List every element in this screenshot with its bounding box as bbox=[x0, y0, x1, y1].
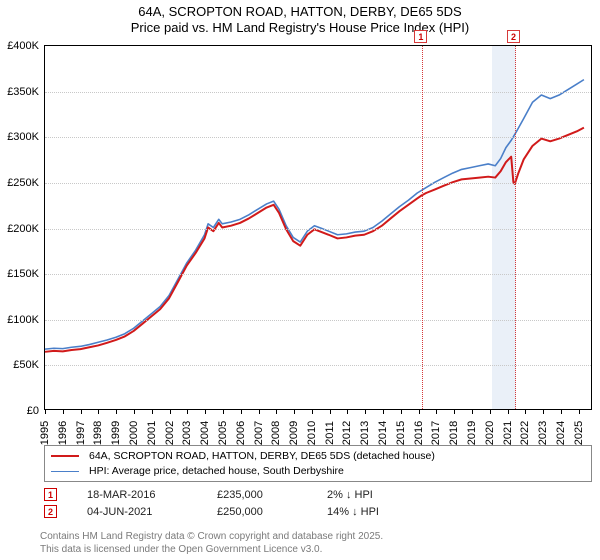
y-tick-label: £200K bbox=[7, 223, 39, 235]
y-tick-label: £250K bbox=[7, 177, 39, 189]
title-line-1: 64A, SCROPTON ROAD, HATTON, DERBY, DE65 … bbox=[0, 4, 600, 20]
x-tick-label: 2008 bbox=[270, 421, 282, 445]
x-tick-label: 2005 bbox=[217, 421, 229, 445]
series-price_paid bbox=[45, 128, 584, 352]
x-tick-label: 2017 bbox=[430, 421, 442, 445]
x-tick-label: 2024 bbox=[555, 421, 567, 445]
legend-label: 64A, SCROPTON ROAD, HATTON, DERBY, DE65 … bbox=[89, 449, 435, 464]
sale-price: £235,000 bbox=[217, 489, 297, 501]
x-tick-label: 2022 bbox=[519, 421, 531, 445]
x-tick-label: 2007 bbox=[253, 421, 265, 445]
x-tick-label: 2001 bbox=[146, 421, 158, 445]
marker-line bbox=[422, 46, 423, 409]
sale-diff: 2% ↓ HPI bbox=[327, 489, 373, 501]
x-tick-label: 2002 bbox=[164, 421, 176, 445]
x-tick-label: 2006 bbox=[235, 421, 247, 445]
series-svg bbox=[45, 46, 591, 409]
x-tick-label: 2021 bbox=[502, 421, 514, 445]
sale-marker-badge: 1 bbox=[44, 488, 57, 501]
sale-price: £250,000 bbox=[217, 506, 297, 518]
x-tick-label: 2012 bbox=[341, 421, 353, 445]
legend: 64A, SCROPTON ROAD, HATTON, DERBY, DE65 … bbox=[44, 445, 592, 482]
sale-row: 1 18-MAR-2016 £235,000 2% ↓ HPI bbox=[44, 488, 592, 501]
plot-area: £0£50K£100K£150K£200K£250K£300K£350K£400… bbox=[44, 45, 592, 410]
sale-marker-badge: 2 bbox=[44, 505, 57, 518]
x-tick-label: 2018 bbox=[448, 421, 460, 445]
x-tick-label: 2004 bbox=[199, 421, 211, 445]
x-tick-label: 1998 bbox=[92, 421, 104, 445]
y-tick-label: £0 bbox=[27, 405, 39, 417]
x-tick-label: 2025 bbox=[573, 421, 585, 445]
legend-label: HPI: Average price, detached house, Sout… bbox=[89, 464, 344, 479]
sale-date: 18-MAR-2016 bbox=[87, 489, 187, 501]
attribution-line-1: Contains HM Land Registry data © Crown c… bbox=[40, 531, 592, 544]
sales-table: 1 18-MAR-2016 £235,000 2% ↓ HPI 2 04-JUN-2021… bbox=[44, 488, 592, 522]
chart-container: 64A, SCROPTON ROAD, HATTON, DERBY, DE65 … bbox=[0, 0, 600, 560]
x-tick-label: 2003 bbox=[181, 421, 193, 445]
attribution-line-2: This data is licensed under the Open Gov… bbox=[40, 544, 592, 557]
y-tick-label: £100K bbox=[7, 314, 39, 326]
y-tick-label: £150K bbox=[7, 268, 39, 280]
legend-swatch bbox=[51, 471, 79, 472]
legend-item: 64A, SCROPTON ROAD, HATTON, DERBY, DE65 … bbox=[51, 449, 585, 464]
x-tick-label: 1995 bbox=[39, 421, 51, 445]
x-tick-label: 2011 bbox=[324, 421, 336, 445]
x-tick-label: 2019 bbox=[466, 421, 478, 445]
x-tick-label: 1999 bbox=[110, 421, 122, 445]
x-tick-label: 2009 bbox=[288, 421, 300, 445]
x-tick-label: 2010 bbox=[306, 421, 318, 445]
x-tick-label: 2013 bbox=[359, 421, 371, 445]
x-tick-label: 2023 bbox=[537, 421, 549, 445]
x-tick-label: 2015 bbox=[395, 421, 407, 445]
x-tick-label: 2020 bbox=[484, 421, 496, 445]
legend-swatch bbox=[51, 455, 79, 457]
x-tick-label: 2014 bbox=[377, 421, 389, 445]
marker-badge: 1 bbox=[414, 30, 427, 43]
attribution: Contains HM Land Registry data © Crown c… bbox=[40, 531, 592, 556]
x-tick-label: 1997 bbox=[75, 421, 87, 445]
y-tick-label: £50K bbox=[13, 359, 39, 371]
y-tick-label: £400K bbox=[7, 40, 39, 52]
x-tick-label: 1996 bbox=[57, 421, 69, 445]
series-hpi bbox=[45, 80, 584, 350]
sale-diff: 14% ↓ HPI bbox=[327, 506, 379, 518]
y-tick-label: £350K bbox=[7, 86, 39, 98]
marker-badge: 2 bbox=[507, 30, 520, 43]
x-tick-label: 2000 bbox=[128, 421, 140, 445]
marker-line bbox=[515, 46, 516, 409]
sale-date: 04-JUN-2021 bbox=[87, 506, 187, 518]
sale-row: 2 04-JUN-2021 £250,000 14% ↓ HPI bbox=[44, 505, 592, 518]
legend-item: HPI: Average price, detached house, Sout… bbox=[51, 464, 585, 479]
x-tick-label: 2016 bbox=[413, 421, 425, 445]
y-tick-label: £300K bbox=[7, 131, 39, 143]
